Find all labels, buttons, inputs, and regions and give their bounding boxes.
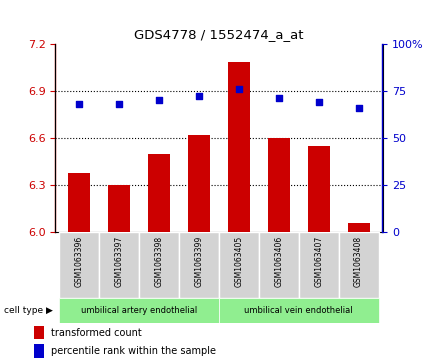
Text: transformed count: transformed count <box>51 327 142 338</box>
Bar <box>188 135 210 232</box>
Text: GSM1063407: GSM1063407 <box>314 236 323 287</box>
Text: GSM1063406: GSM1063406 <box>274 236 283 287</box>
Bar <box>179 232 219 298</box>
Point <box>275 95 282 101</box>
Bar <box>219 232 259 298</box>
Title: GDS4778 / 1552474_a_at: GDS4778 / 1552474_a_at <box>134 28 303 41</box>
Point <box>116 101 122 107</box>
Bar <box>59 298 219 323</box>
Point <box>355 105 362 111</box>
Bar <box>339 232 379 298</box>
Bar <box>68 172 90 232</box>
Point <box>76 101 82 107</box>
Point <box>196 94 202 99</box>
Point <box>156 97 162 103</box>
Bar <box>139 232 179 298</box>
Bar <box>108 185 130 232</box>
Text: percentile rank within the sample: percentile rank within the sample <box>51 346 216 356</box>
Bar <box>99 232 139 298</box>
Text: GSM1063399: GSM1063399 <box>194 236 204 287</box>
Bar <box>219 298 379 323</box>
Bar <box>34 326 45 339</box>
Point <box>235 86 242 92</box>
Bar <box>299 232 339 298</box>
Bar <box>59 232 99 298</box>
Bar <box>34 344 45 358</box>
Text: GSM1063397: GSM1063397 <box>115 236 124 287</box>
Bar <box>268 138 290 232</box>
Bar <box>228 62 250 232</box>
Text: GSM1063405: GSM1063405 <box>234 236 244 287</box>
Bar <box>348 223 369 232</box>
Text: cell type ▶: cell type ▶ <box>4 306 53 315</box>
Bar <box>308 146 330 232</box>
Text: GSM1063398: GSM1063398 <box>155 236 164 287</box>
Text: GSM1063408: GSM1063408 <box>354 236 363 287</box>
Bar <box>259 232 299 298</box>
Text: umbilical artery endothelial: umbilical artery endothelial <box>81 306 197 315</box>
Bar <box>148 154 170 232</box>
Point <box>315 99 322 105</box>
Text: GSM1063396: GSM1063396 <box>75 236 84 287</box>
Text: umbilical vein endothelial: umbilical vein endothelial <box>244 306 353 315</box>
